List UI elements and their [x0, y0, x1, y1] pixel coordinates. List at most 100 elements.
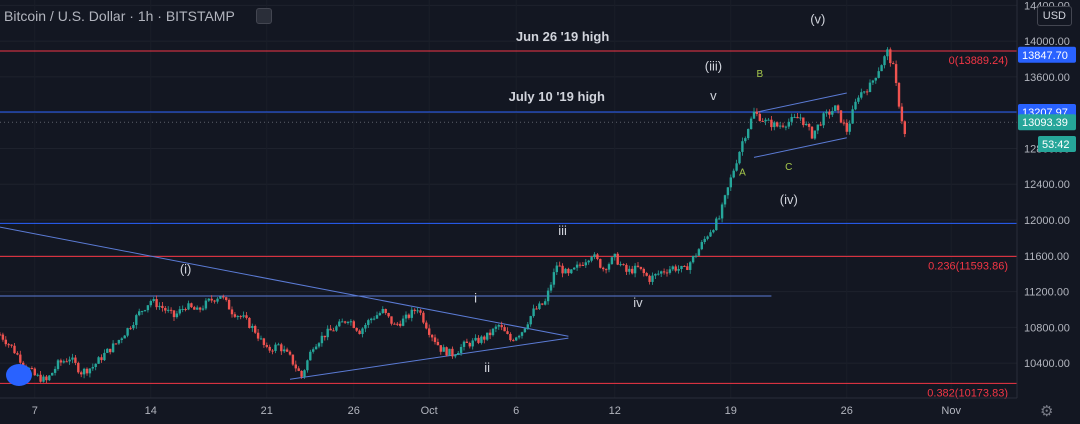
candle-body [677, 269, 680, 271]
price-tag-label: 53:42 [1042, 139, 1070, 151]
candle-body [439, 345, 442, 352]
candle-body [590, 257, 593, 261]
candle-body [283, 349, 286, 352]
candle-body [506, 331, 509, 334]
candle-body [752, 111, 756, 119]
candle-body [416, 310, 419, 312]
candle-body [36, 374, 39, 376]
candle-body [515, 337, 518, 341]
candle-body [77, 362, 80, 373]
candle-body [648, 275, 651, 282]
horizontal-levels: 0(13889.24) 0.236(11593.86) 0.382(10173.83… [0, 50, 1017, 399]
candle-body [633, 265, 637, 274]
candle-body [239, 316, 242, 318]
tradingview-logo-icon[interactable] [6, 364, 32, 386]
candle-body [326, 328, 329, 338]
gear-icon[interactable]: ⚙ [1040, 403, 1054, 420]
candle-body [436, 341, 440, 346]
x-tick-label: Nov [941, 405, 961, 417]
candle-body [480, 336, 483, 343]
x-tick-label: 12 [609, 405, 621, 417]
candle-body [520, 332, 524, 336]
candle-body [874, 77, 877, 81]
candle-body [796, 116, 799, 119]
candle-body [370, 318, 373, 321]
eye-icon[interactable] [256, 8, 272, 24]
candle-body [584, 262, 587, 266]
wave-annotation: A [739, 167, 746, 178]
candle-body [201, 308, 205, 310]
candle-body [706, 236, 709, 239]
candle-body [567, 268, 570, 274]
wave-annotation: (iv) [780, 192, 798, 207]
candle-body [842, 122, 846, 124]
candle-body [631, 268, 634, 274]
price-tag-label: 13093.39 [1022, 117, 1068, 129]
candle-body [85, 368, 89, 374]
candle-body [114, 343, 118, 345]
candle-body [419, 310, 422, 313]
candle-body [790, 117, 793, 122]
currency-button[interactable]: USD [1036, 6, 1072, 26]
candle-body [430, 334, 434, 338]
wave-annotation: Jun 26 '19 high [516, 29, 609, 44]
candle-body [82, 368, 86, 375]
candle-body [604, 269, 608, 271]
candle-body [723, 195, 727, 205]
candle-body [123, 335, 126, 339]
candle-body [62, 361, 65, 363]
candle-body [883, 56, 886, 66]
candle-body [106, 348, 109, 353]
candle-body [143, 310, 147, 312]
candle-body [314, 346, 318, 350]
candle-body [274, 344, 277, 351]
candle-body [834, 105, 837, 112]
candle-body [575, 264, 579, 268]
candle-body [236, 316, 239, 318]
wave-annotation: (v) [810, 11, 825, 26]
candle-body [761, 120, 764, 122]
candle-body [793, 116, 796, 118]
candle-body [738, 151, 741, 164]
candle-body [80, 372, 83, 375]
candle-body [111, 343, 115, 353]
candle-body [764, 119, 767, 122]
candle-body [691, 255, 695, 263]
candle-body [903, 121, 906, 135]
candle-body [747, 129, 750, 139]
candle-body [59, 360, 63, 363]
candle-body [886, 49, 889, 57]
candle-body [219, 296, 222, 299]
candle-body [259, 338, 263, 340]
candle-body [425, 322, 428, 329]
candle-body [613, 253, 616, 258]
candle-body [889, 49, 892, 64]
candle-body [657, 273, 660, 275]
candle-body [7, 344, 10, 346]
candle-body [845, 122, 848, 132]
candle-body [13, 345, 16, 354]
candle-body [749, 118, 753, 130]
candle-body [341, 321, 344, 323]
candle-body [694, 255, 698, 257]
candle-body [207, 298, 210, 301]
candle-body [198, 307, 202, 310]
candle-body [839, 110, 843, 123]
candle-body [56, 360, 60, 369]
candle-body [488, 332, 492, 336]
candle-body [262, 338, 266, 345]
candle-body [680, 265, 683, 270]
candle-body [538, 303, 541, 309]
candle-body [828, 111, 831, 115]
candle-body [773, 122, 776, 128]
x-tick-label: 6 [513, 405, 519, 417]
candle-body [181, 309, 184, 311]
candle-body [494, 326, 498, 329]
candle-body [529, 316, 532, 325]
candle-body [74, 357, 77, 363]
price-tag [1038, 135, 1076, 152]
candle-body [335, 326, 338, 331]
candle-body [851, 109, 854, 124]
